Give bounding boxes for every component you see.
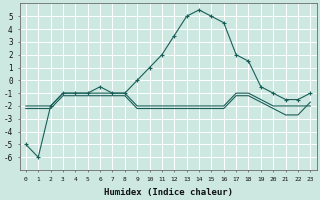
X-axis label: Humidex (Indice chaleur): Humidex (Indice chaleur) [104,188,233,197]
